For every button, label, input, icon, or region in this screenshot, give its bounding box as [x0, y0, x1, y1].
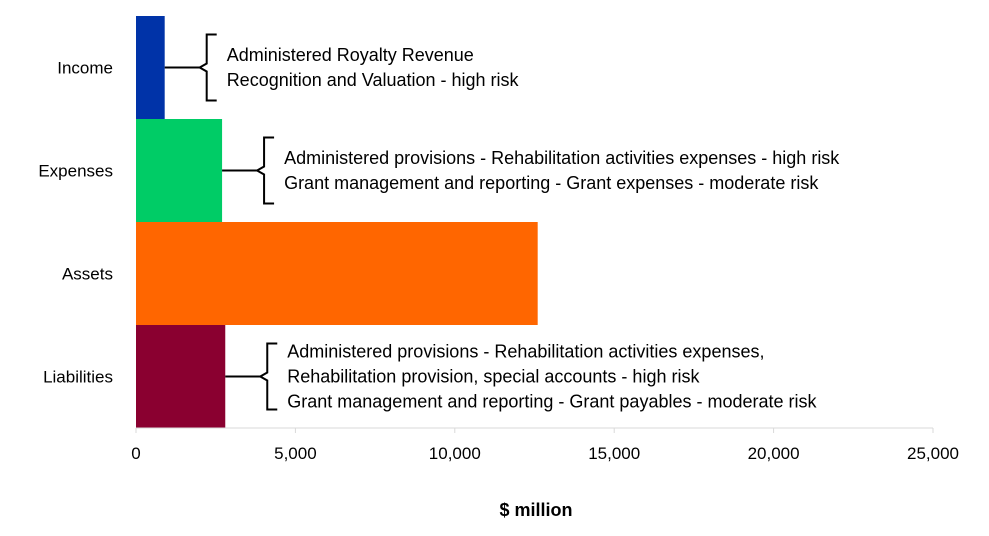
x-tick-label: 25,000 [907, 444, 959, 463]
annotations: Administered Royalty Revenue Recognition … [164, 33, 840, 412]
x-tick-label: 10,000 [429, 444, 481, 463]
annotation-expenses-line-1: Administered provisions - Rehabilitation… [284, 148, 840, 168]
x-tick-label: 5,000 [274, 444, 317, 463]
bracket-liabilities [258, 342, 278, 411]
bar-liabilities [136, 325, 226, 428]
category-label-income: Income [57, 59, 113, 78]
bar-assets [136, 222, 538, 325]
x-tick-label: 0 [131, 444, 140, 463]
category-label-assets: Assets [62, 265, 113, 284]
bracket-expenses [255, 136, 275, 205]
bar-income [136, 16, 165, 119]
x-axis: 0 5,000 10,000 15,000 20,000 25,000 [131, 427, 959, 463]
bracket-income [197, 33, 217, 102]
x-axis-title: $ million [499, 500, 572, 520]
annotation-liabilities-line-1: Administered provisions - Rehabilitation… [287, 342, 764, 362]
x-tick-label: 20,000 [748, 444, 800, 463]
annotation-income-line-1: Administered Royalty Revenue [227, 45, 474, 65]
bar-expenses [136, 119, 223, 222]
annotation-liabilities-line-3: Grant management and reporting - Grant p… [287, 392, 817, 412]
category-labels: Income Expenses Assets Liabilities [38, 59, 113, 387]
annotation-liabilities-line-2: Rehabilitation provision, special accoun… [287, 367, 700, 387]
annotation-expenses-line-2: Grant management and reporting - Grant e… [284, 173, 819, 193]
x-tick-label: 15,000 [588, 444, 640, 463]
category-label-expenses: Expenses [38, 162, 113, 181]
annotation-income-line-2: Recognition and Valuation - high risk [227, 70, 520, 90]
category-label-liabilities: Liabilities [43, 368, 113, 387]
bars [136, 16, 538, 428]
